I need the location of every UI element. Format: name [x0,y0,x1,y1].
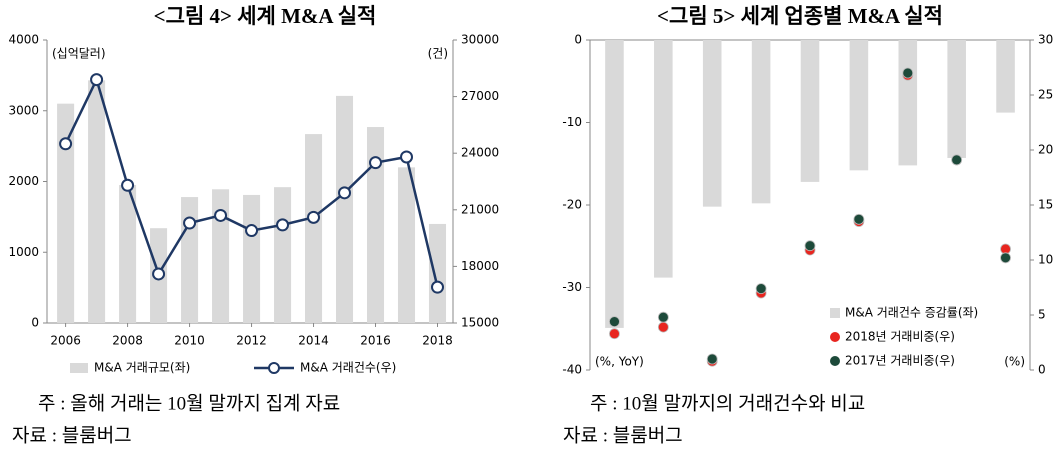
bar [336,95,354,323]
bar [605,40,624,328]
chart-title: <그림 5> 세계 업종별 M&A 실적 [657,4,943,28]
bar [397,167,416,323]
line-marker [59,137,73,151]
bar [243,194,261,323]
y2-tick-label: 30 [1038,33,1053,47]
y2-tick-label: 30000 [461,33,499,47]
line-marker [183,216,197,230]
line-marker [431,280,445,294]
y2-tick-label: 0 [1038,363,1046,377]
y-tick-label: 1000 [8,245,39,259]
source: 자료 : 블룸버그 [563,424,683,446]
legend-label: M&A 거래건수 증감률(좌) [845,306,978,320]
y-tick-label: -30 [562,280,582,294]
bar [366,127,385,324]
line-marker [245,224,259,238]
source: 자료 : 블룸버그 [12,424,132,446]
y-tick-label: 0 [574,33,582,47]
y-tick-label: 3000 [8,103,39,117]
bar [751,40,771,204]
y2-tick-label: 18000 [461,259,499,273]
legend-marker [830,356,840,366]
y-tick-label: 2000 [8,174,39,188]
point [804,240,816,252]
legend-marker [268,362,280,374]
legend-swatch [70,363,88,373]
y2-tick-label: 21000 [461,202,499,216]
x-tick-label: 2016 [360,334,391,348]
y2-unit: (건) [428,47,448,61]
bar [898,40,918,166]
bar [88,80,106,323]
legend-label: 2018년 거래비중(우) [845,330,955,344]
point [902,67,914,79]
note: 주 : 10월 말까지의 거래건수와 비교 [590,392,865,414]
bar [654,40,673,278]
x-tick-label: 2010 [174,334,205,348]
line-marker [152,267,166,281]
point [853,213,865,225]
legend-swatch [830,308,840,318]
chart-title: <그림 4> 세계 M&A 실적 [154,4,377,28]
line-marker [90,73,104,87]
legend-label: M&A 거래건수(우) [300,361,396,375]
bar [119,185,137,323]
y2-unit: (%) [1004,355,1025,369]
x-tick-label: 2018 [422,334,453,348]
y-tick-label: -20 [562,198,582,212]
bar [800,40,820,182]
line-marker [276,218,290,232]
x-tick-label: 2014 [298,334,329,348]
line-marker [400,150,414,164]
y-tick-label: -40 [562,363,582,377]
y-tick-label: -10 [562,115,582,129]
line-marker [369,156,383,170]
point [609,316,620,328]
x-tick-label: 2008 [112,334,143,348]
y2-tick-label: 27000 [461,89,499,103]
bar [212,189,230,323]
point [755,283,767,295]
line-marker [338,186,352,200]
bar [274,187,292,323]
legend-marker [830,332,840,342]
y2-tick-label: 5 [1038,308,1046,322]
bar [702,40,722,207]
line-marker [121,178,135,192]
bar [305,134,323,323]
x-tick-label: 2006 [50,334,81,348]
y-tick-label: 4000 [8,33,39,47]
y2-tick-label: 15 [1038,198,1053,212]
bar [57,103,75,323]
y-unit: (%, YoY) [595,355,644,369]
legend-label: M&A 거래규모(좌) [94,361,190,375]
line-marker [307,210,321,224]
bar [428,223,447,323]
bar [181,197,199,323]
point [657,321,669,333]
point [657,311,669,323]
y2-tick-label: 25 [1038,88,1053,102]
y2-tick-label: 24000 [461,146,499,160]
y2-tick-label: 15000 [461,316,499,330]
point [951,154,963,166]
y-unit: (십억달러) [52,47,106,61]
point [706,353,718,365]
point [609,328,620,340]
y2-tick-label: 10 [1038,253,1053,267]
x-tick-label: 2012 [236,334,267,348]
bar [996,40,1015,113]
bar [849,40,869,171]
line-marker [214,208,228,222]
y-tick-label: 0 [31,316,39,330]
point [1000,252,1011,264]
bar [947,40,966,158]
note: 주 : 올해 거래는 10월 말까지 집계 자료 [38,392,340,414]
legend-label: 2017년 거래비중(우) [845,354,955,368]
y2-tick-label: 20 [1038,143,1053,157]
